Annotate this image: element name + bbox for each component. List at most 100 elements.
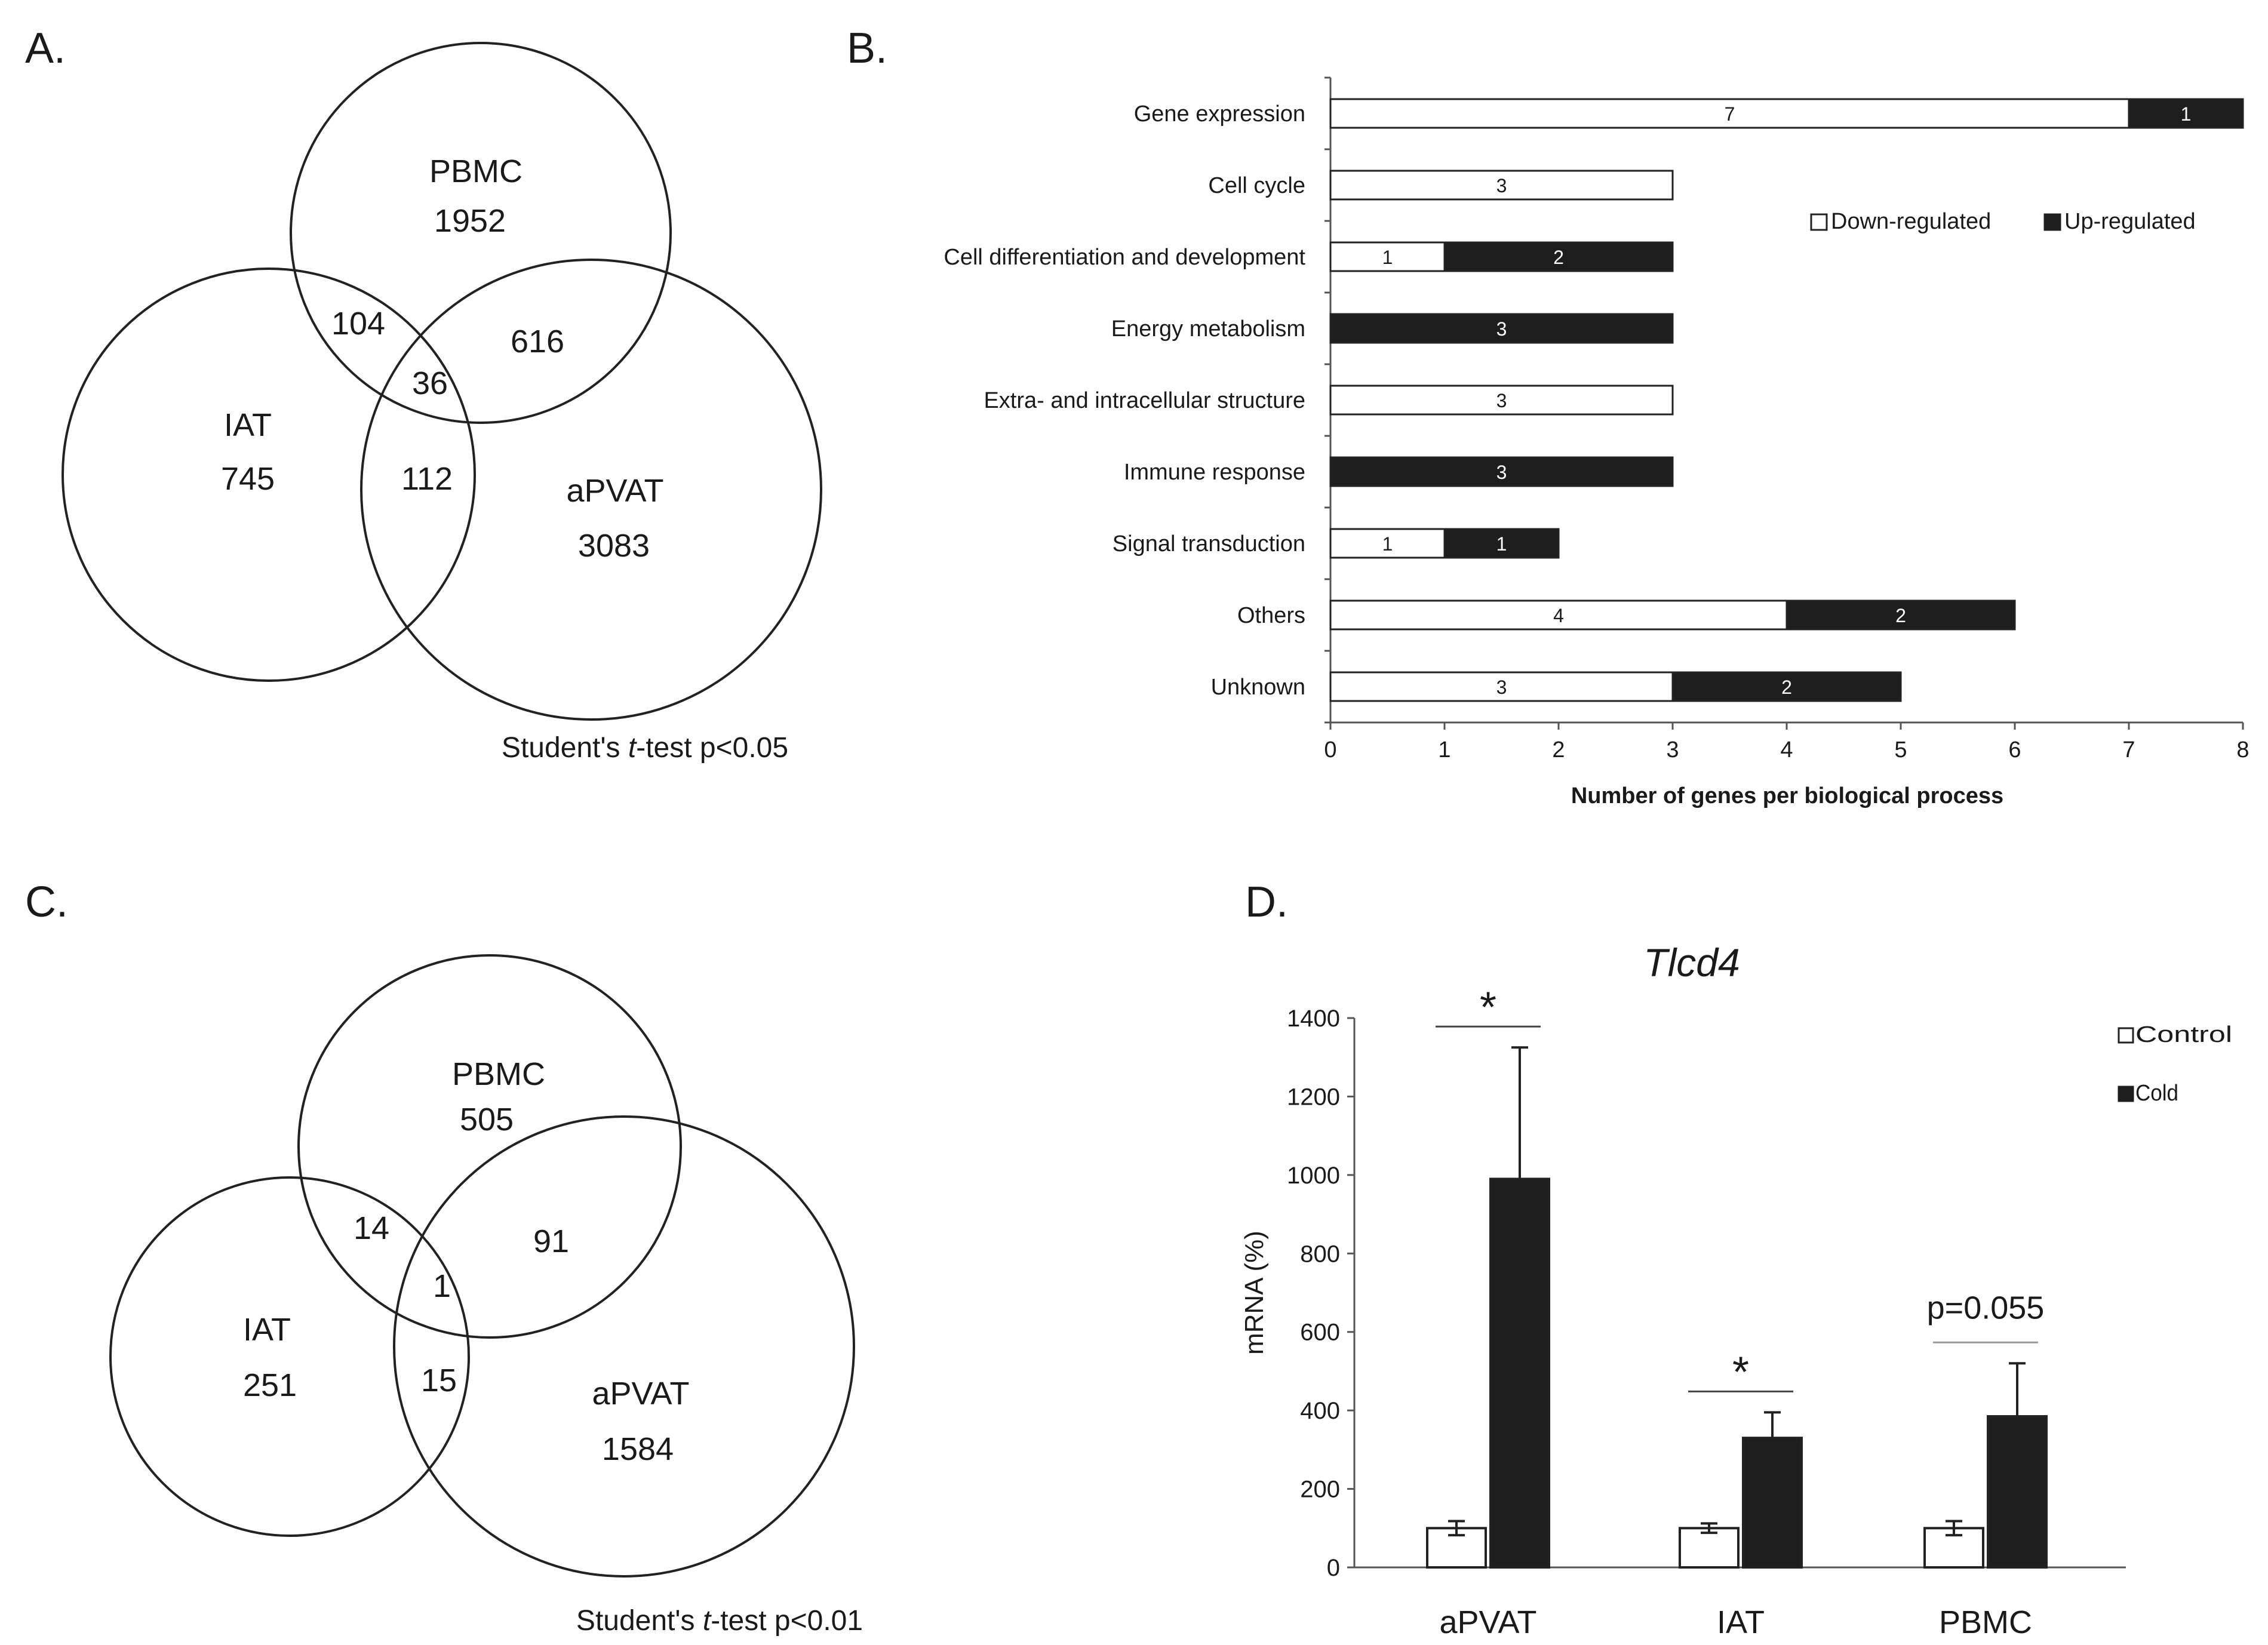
venn-c-value-pbmc-apvat: 91	[533, 1223, 569, 1259]
chart-b-category-label: Gene expression	[1134, 102, 1305, 127]
chart-b-x-tick-label: 3	[1666, 737, 1679, 762]
venn-c: PBMC 505 IAT 251 aPVAT 1584 14 91 1 15 S…	[109, 954, 863, 1637]
venn-c-circle-apvat	[393, 1115, 855, 1578]
chart-b-category-label: Others	[1237, 603, 1305, 628]
venn-a-circle-iat	[62, 267, 476, 682]
venn-a-value-iat-apvat: 112	[401, 461, 453, 497]
panel-c-label: C.	[25, 878, 68, 926]
venn-c-label-iat: IAT	[243, 1312, 291, 1348]
bar-up-regulated-immune-response	[1329, 456, 1674, 487]
bar-down-regulated-cell-differentiation-and-development	[1329, 241, 1446, 272]
venn-a-value-pbmc-apvat: 616	[511, 324, 564, 359]
significance-label: p=0.055	[1927, 1290, 2045, 1326]
chart-b-x-tick-label: 1	[1438, 737, 1450, 762]
legend-label-control: Control	[2135, 1022, 2232, 1047]
panel-b-label: B.	[847, 24, 888, 72]
chart-b: 7 1 3 1 2 3 3 3 1 1 4 2 3 2 Gene expression Cell cycle…	[944, 76, 2249, 808]
legend-label-down-regulated: Down-regulated	[1831, 209, 1991, 234]
chart-d: Tlcd4 mRNA (%) 0 200 400 600 800 1000 1200 1400…	[1240, 940, 2232, 1640]
chart-d-y-tick-label: 1400	[1287, 1006, 1340, 1032]
legend-swatch-control	[2118, 1027, 2134, 1044]
bar-value-label: 1	[1496, 533, 1507, 555]
chart-d-y-tick-label: 400	[1300, 1398, 1340, 1424]
venn-c-value-iat-apvat: 15	[421, 1363, 457, 1398]
bar-value-label: 7	[1725, 103, 1735, 125]
chart-b-x-label: Number of genes per biological process	[1571, 783, 2003, 808]
chart-b-category-label: Cell differentiation and development	[944, 245, 1305, 270]
bar-value-label: 3	[1496, 677, 1507, 698]
venn-c-label-pbmc: PBMC	[452, 1056, 545, 1092]
bar-up-regulated-energy-metabolism	[1329, 313, 1674, 344]
venn-c-footnote: Student's t-test p<0.01	[576, 1605, 863, 1637]
venn-a-value-all: 36	[412, 365, 448, 401]
chart-b-x-tick-label: 8	[2236, 737, 2249, 762]
bar-down-regulated-cell-cycle	[1329, 170, 1674, 201]
chart-d-y-tick-label: 600	[1300, 1320, 1340, 1346]
chart-b-x-tick-label: 6	[2008, 737, 2021, 762]
venn-a-footnote: Student's t-test p<0.05	[502, 732, 788, 764]
venn-a-label-apvat: aPVAT	[566, 473, 663, 509]
legend-label-up-regulated: Up-regulated	[2064, 209, 2196, 234]
venn-a-circle-apvat	[360, 259, 822, 721]
chart-b-category-label: Unknown	[1211, 675, 1305, 700]
bar-value-label: 3	[1496, 318, 1507, 340]
chart-d-y-label: mRNA (%)	[1240, 1231, 1269, 1355]
venn-c-value-apvat: 1584	[602, 1431, 674, 1467]
venn-a-value-apvat: 3083	[578, 528, 650, 564]
bar-up-regulated-others	[1785, 599, 2016, 631]
legend-swatch-up-regulated	[2043, 213, 2061, 231]
chart-b-x-tick-label: 0	[1324, 737, 1336, 762]
chart-b-category-label: Energy metabolism	[1111, 316, 1305, 342]
bar-value-label: 3	[1496, 390, 1507, 411]
bar-control-iat	[1679, 1527, 1740, 1569]
chart-b-category-label: Signal transduction	[1113, 531, 1305, 556]
chart-d-legend: Control Cold	[2118, 1022, 2232, 1106]
bar-down-regulated-unknown	[1329, 671, 1674, 702]
venn-c-value-iat: 251	[243, 1367, 297, 1403]
chart-b-x-tick-label: 4	[1780, 737, 1793, 762]
bar-cold-apvat	[1489, 1177, 1550, 1569]
chart-b-x-tick-label: 5	[1894, 737, 1907, 762]
bar-value-label: 2	[1895, 605, 1906, 626]
venn-c-label-apvat: aPVAT	[592, 1376, 689, 1412]
bar-value-label: 1	[1382, 533, 1393, 555]
panel-d-label: D.	[1245, 878, 1288, 926]
bar-up-regulated-signal-transduction	[1443, 528, 1560, 559]
venn-a-value-pbmc-iat: 104	[331, 306, 385, 342]
venn-a-label-pbmc: PBMC	[429, 153, 523, 189]
chart-d-y-tick-label: 1200	[1287, 1084, 1340, 1110]
legend-swatch-cold	[2118, 1086, 2134, 1102]
bar-value-label: 1	[2181, 103, 2192, 125]
chart-d-y-tick-label: 200	[1300, 1477, 1340, 1503]
chart-d-title: Tlcd4	[1643, 940, 1740, 985]
chart-d-category-label: IAT	[1717, 1604, 1765, 1640]
chart-d-y-tick-label: 0	[1327, 1555, 1340, 1581]
venn-c-circle-pbmc	[297, 954, 682, 1339]
bar-value-label: 1	[1382, 247, 1393, 268]
venn-a-value-iat: 745	[221, 461, 275, 497]
venn-c-value-all: 1	[433, 1268, 451, 1304]
significance-label: *	[1480, 983, 1496, 1031]
chart-b-category-label: Immune response	[1124, 460, 1305, 485]
chart-b-category-label: Extra- and intracellular structure	[984, 388, 1305, 413]
chart-b-legend: Down-regulated Up-regulated	[1810, 209, 2196, 234]
bar-cold-iat	[1742, 1437, 1803, 1569]
bar-value-label: 3	[1496, 462, 1507, 483]
chart-d-category-label: aPVAT	[1439, 1604, 1536, 1640]
venn-c-circle-iat	[109, 1176, 470, 1537]
bar-value-label: 2	[1781, 677, 1792, 698]
chart-d-y-tick-label: 1000	[1287, 1163, 1340, 1189]
significance-label: *	[1732, 1348, 1749, 1396]
chart-d-y-tick-label: 800	[1300, 1241, 1340, 1267]
chart-b-category-label: Cell cycle	[1208, 173, 1305, 198]
venn-c-value-pbmc-iat: 14	[354, 1210, 389, 1246]
chart-d-category-label: PBMC	[1939, 1604, 2032, 1640]
panel-a-label: A.	[25, 24, 66, 72]
venn-a-circle-pbmc	[290, 42, 672, 424]
bar-cold-pbmc	[1987, 1415, 2048, 1569]
venn-a-label-iat: IAT	[224, 407, 272, 443]
chart-b-x-tick-label: 2	[1552, 737, 1565, 762]
bar-down-regulated-extra-and-intracellular-structure	[1329, 385, 1674, 416]
venn-a: PBMC 1952 IAT 745 aPVAT 3083 104 616 36 …	[62, 42, 822, 764]
